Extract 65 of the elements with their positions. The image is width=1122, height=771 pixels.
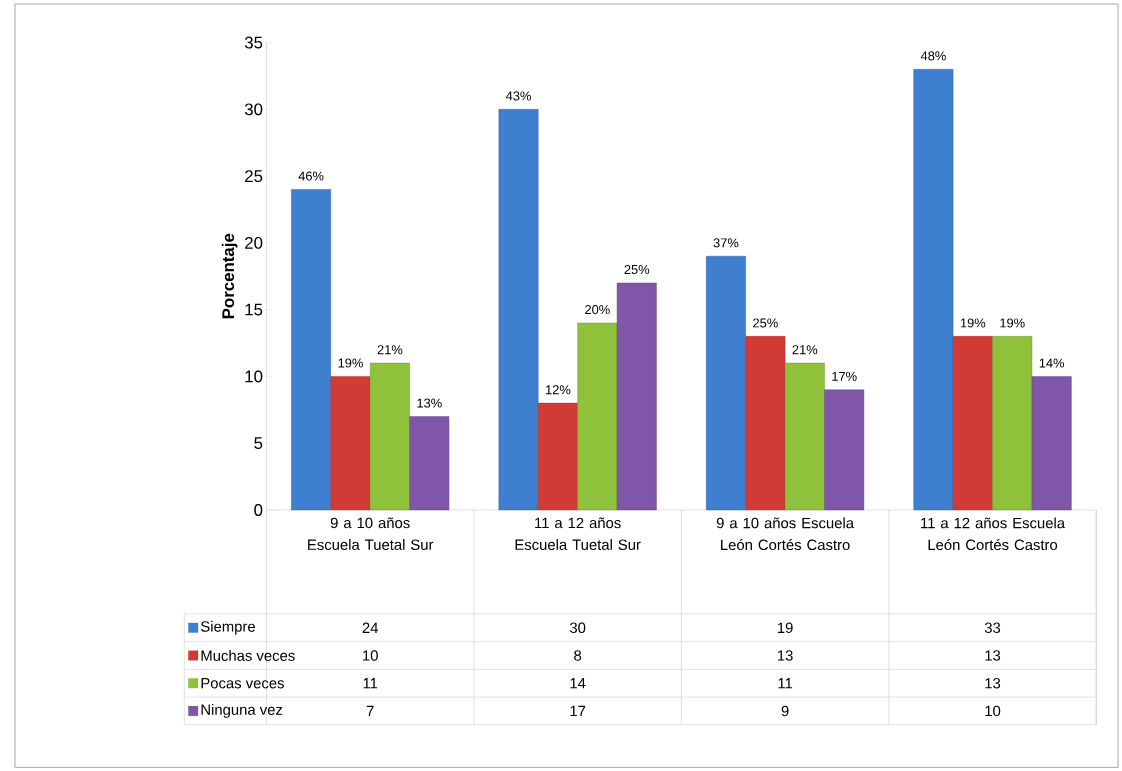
bar <box>409 416 450 510</box>
annotation: 21% <box>377 344 403 355</box>
bar <box>745 335 786 510</box>
data-label: 11 <box>778 677 793 689</box>
data-label: 24 <box>362 622 379 633</box>
annotation: 19% <box>960 318 986 328</box>
data-label: 13 <box>985 677 1001 689</box>
annotation: 21% <box>792 344 818 355</box>
y-tick-label: 0 <box>254 503 263 516</box>
bar <box>616 282 657 510</box>
data-label: 19 <box>777 622 793 633</box>
data-label: 14 <box>570 677 586 689</box>
y-tick-label: 15 <box>245 303 263 316</box>
annotation: 12% <box>546 385 571 395</box>
y-tick-label: 30 <box>244 103 263 116</box>
bar <box>992 335 1033 510</box>
annotation: 17% <box>832 371 857 381</box>
bar <box>784 362 825 510</box>
y-tick-label: 35 <box>244 36 263 49</box>
data-label: 30 <box>569 622 586 633</box>
x-tick-label: 11 a 12 años Escuela Tuetal Sur <box>515 517 641 550</box>
annotation: 37% <box>713 238 739 248</box>
annotation: 25% <box>753 318 778 328</box>
legend-label: Siempre <box>201 620 255 635</box>
y-tick-label: 5 <box>254 437 263 449</box>
bar <box>952 335 993 510</box>
bar <box>1031 376 1072 510</box>
data-label: 13 <box>985 650 1001 661</box>
bar <box>824 389 865 510</box>
data-label: 33 <box>984 622 1001 633</box>
y-tick-label: 10 <box>245 370 263 383</box>
annotation: 13% <box>417 398 442 408</box>
data-label: 8 <box>574 650 582 661</box>
annotation: 19% <box>338 358 363 368</box>
x-tick-label: 11 a 12 años Escuela León Cortés Castro <box>921 517 1066 550</box>
x-tick-label: 9 a 10 años Escuela León Cortés Castro <box>716 517 855 550</box>
bar <box>913 68 954 510</box>
bar <box>498 108 539 510</box>
bar <box>577 322 618 510</box>
legend-label: Muchas veces <box>201 649 295 661</box>
annotation: 25% <box>624 264 650 274</box>
annotation: 46% <box>298 171 324 181</box>
data-label: 9 <box>781 705 789 717</box>
data-label: 7 <box>366 705 374 716</box>
annotation: 19% <box>1000 318 1025 328</box>
data-label: 13 <box>777 650 793 661</box>
bar <box>370 362 410 510</box>
y-tick-label: 20 <box>245 236 263 249</box>
legend-label: Ninguna vez <box>201 703 283 718</box>
bar <box>330 376 371 510</box>
data-label: 10 <box>363 650 378 661</box>
bar <box>706 255 746 510</box>
y-axis-title: Porcentaje <box>221 233 238 318</box>
data-label: 10 <box>985 705 1001 717</box>
x-tick-label: 9 a 10 años Escuela Tuetal Sur <box>308 517 434 550</box>
annotation: 48% <box>920 51 946 61</box>
data-label: 17 <box>570 705 586 716</box>
bar <box>291 189 331 510</box>
legend-label: Pocas veces <box>201 677 284 689</box>
data-label: 11 <box>363 677 378 689</box>
annotation: 20% <box>585 304 610 314</box>
bar <box>538 402 578 510</box>
annotation: 14% <box>1039 358 1065 368</box>
y-tick-label: 25 <box>245 169 263 182</box>
annotation: 43% <box>505 91 531 101</box>
